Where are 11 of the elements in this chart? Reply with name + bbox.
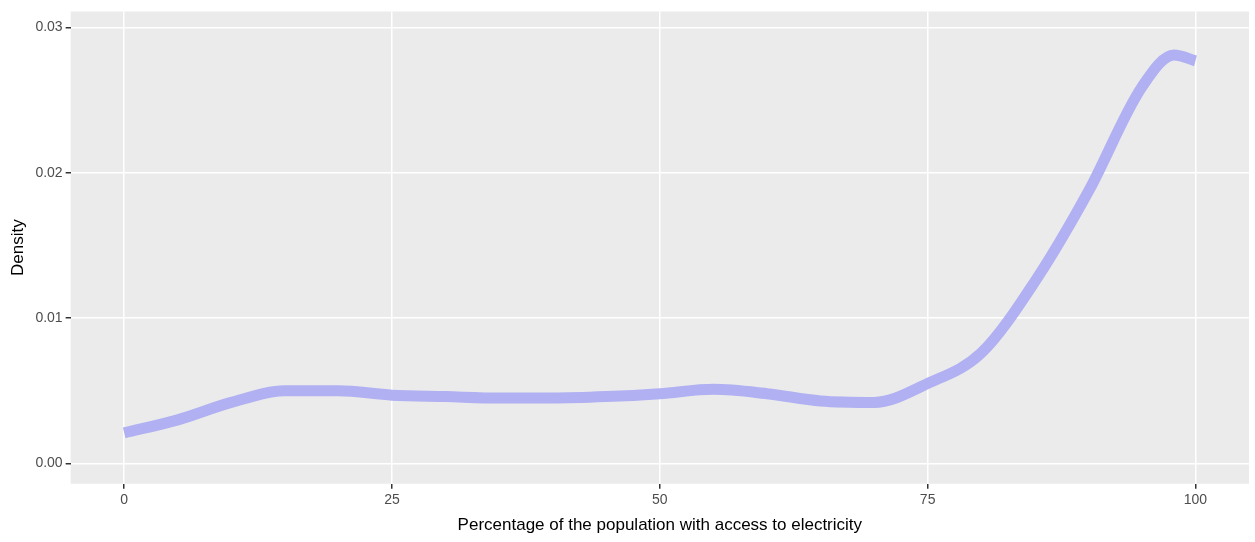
y-tick-label: 0.02 bbox=[35, 163, 63, 180]
x-tick-label: 50 bbox=[652, 491, 668, 508]
y-tick-label: 0.01 bbox=[35, 308, 63, 325]
x-tick-label: 75 bbox=[919, 491, 936, 508]
y-axis-title: Density bbox=[7, 218, 27, 276]
x-tick-label: 100 bbox=[1183, 491, 1208, 508]
y-tick-label: 0.00 bbox=[35, 454, 63, 471]
x-tick-label: 0 bbox=[120, 491, 129, 508]
y-tick-label: 0.03 bbox=[35, 18, 63, 35]
x-tick-label: 25 bbox=[384, 491, 401, 508]
x-axis-title: Percentage of the population with access to electricity bbox=[457, 515, 863, 535]
